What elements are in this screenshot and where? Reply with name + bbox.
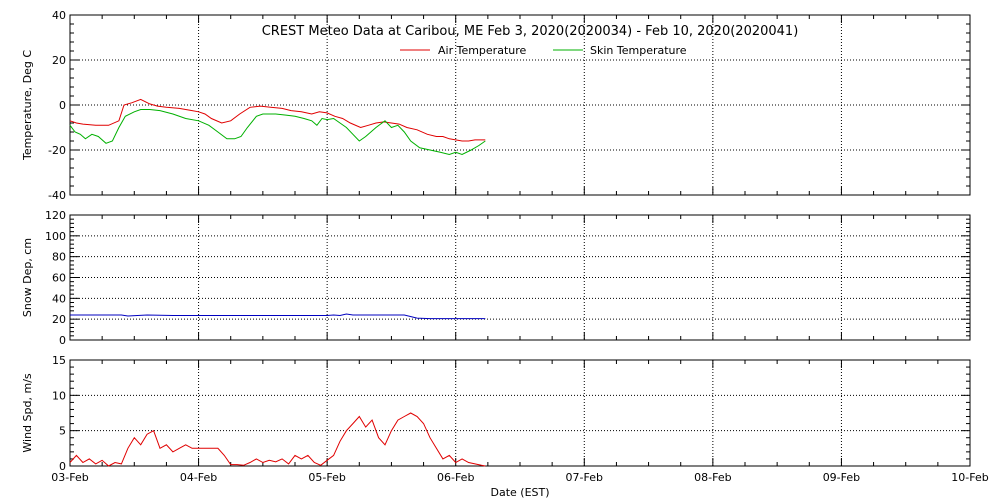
- y-tick-label-2-1: 5: [59, 425, 66, 438]
- legend: Air Temperature Skin Temperature: [400, 44, 687, 57]
- series-line-0-0: [69, 98, 486, 142]
- x-tick-label-5: 08-Feb: [694, 471, 731, 484]
- x-tick-label-2: 05-Feb: [308, 471, 345, 484]
- x-tick-label-0: 03-Feb: [51, 471, 88, 484]
- y-tick-label-1-6: 120: [45, 209, 66, 222]
- x-tick-labels: 03-Feb 04-Feb 05-Feb 06-Feb 07-Feb 08-Feb 09-F…: [51, 471, 988, 484]
- y-tick-label-1-2: 40: [52, 292, 66, 305]
- y-tick-label-1-4: 80: [52, 251, 66, 264]
- y-tick-label-0-0: -40: [48, 189, 66, 202]
- y-tick-label-1-3: 60: [52, 272, 66, 285]
- x-tick-label-1: 04-Feb: [180, 471, 217, 484]
- y-tick-label-0-3: 20: [52, 54, 66, 67]
- y-tick-label-2-2: 10: [52, 389, 66, 402]
- legend-label-air-temperature: Air Temperature: [438, 44, 527, 57]
- x-tick-label-4: 07-Feb: [566, 471, 603, 484]
- x-tick-label-6: 09-Feb: [823, 471, 860, 484]
- y-tick-label-2-0: 0: [59, 460, 66, 473]
- series-line-1-0: [70, 313, 486, 320]
- y-tick-label-1-5: 100: [45, 230, 66, 243]
- y-axis-label-1: Snow Dep, cm: [21, 238, 34, 317]
- y-tick-label-2-3: 15: [52, 354, 66, 367]
- x-tick-label-3: 06-Feb: [437, 471, 474, 484]
- x-tick-label-7: 10-Feb: [951, 471, 988, 484]
- wind-speed-panel: 0 5 10 15 Wind Spd, m/s: [21, 354, 971, 473]
- snow-depth-panel: 0 20 40 60 80 100 120 Snow Dep, cm: [21, 209, 971, 347]
- y-tick-label-0-1: -20: [48, 144, 66, 157]
- series-line-0-1: [69, 109, 486, 156]
- temperature-panel: -40 -20 0 20 40 Temperature, Deg C: [21, 9, 971, 202]
- chart-title: CREST Meteo Data at Caribou, ME Feb 3, 2…: [262, 24, 799, 39]
- y-tick-label-1-0: 0: [59, 334, 66, 347]
- y-tick-label-0-4: 40: [52, 9, 66, 22]
- series-line-2-0: [69, 412, 486, 467]
- y-tick-label-1-1: 20: [52, 313, 66, 326]
- y-tick-label-0-2: 0: [59, 99, 66, 112]
- y-axis-label-0: Temperature, Deg C: [21, 50, 34, 161]
- legend-label-skin-temperature: Skin Temperature: [590, 44, 687, 57]
- x-axis-label: Date (EST): [490, 486, 549, 499]
- y-axis-label-2: Wind Spd, m/s: [21, 373, 34, 453]
